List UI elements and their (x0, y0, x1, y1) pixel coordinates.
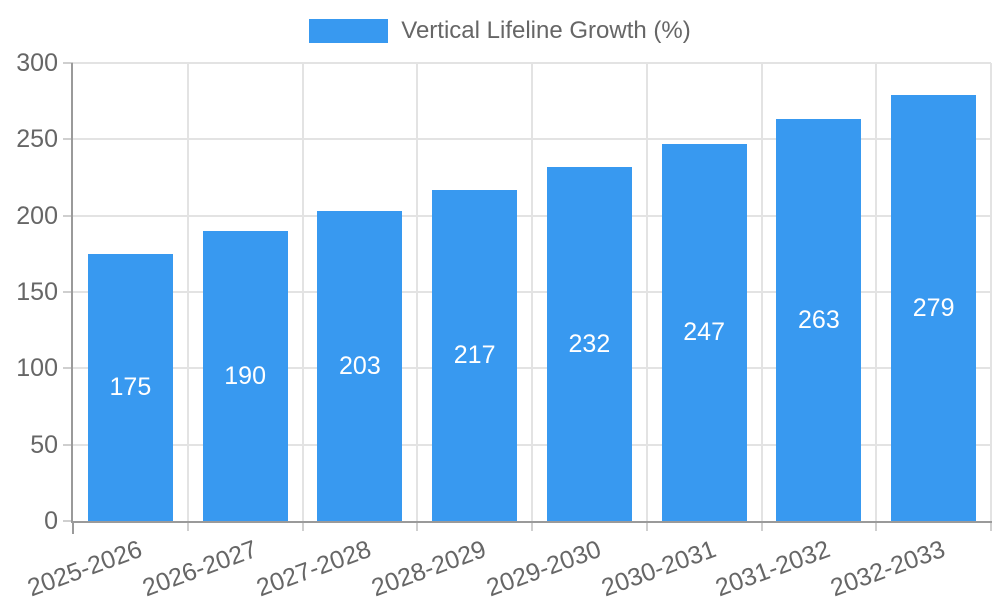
x-tick (531, 521, 533, 531)
x-axis-line (73, 521, 992, 523)
legend-label: Vertical Lifeline Growth (%) (401, 17, 691, 44)
bar-value-label: 217 (453, 341, 496, 370)
bar-value-label: 232 (568, 329, 611, 358)
bar-value-label: 175 (109, 373, 152, 402)
x-axis-label: 2032-2033 (826, 535, 949, 600)
x-tick (990, 521, 992, 531)
x-gridline (301, 63, 304, 521)
x-axis-label: 2025-2026 (23, 535, 146, 600)
y-tick (63, 367, 73, 370)
bar-2027-2028[interactable] (317, 211, 403, 521)
y-axis-label: 300 (16, 49, 58, 77)
bar-2032-2033[interactable] (891, 95, 977, 521)
y-tick (63, 520, 73, 522)
x-gridline (416, 63, 419, 521)
y-axis-label: 250 (16, 125, 58, 154)
x-tick (416, 521, 419, 531)
y-axis-line (71, 63, 73, 523)
bar-value-label: 263 (798, 306, 840, 335)
x-tick (760, 521, 763, 531)
y-axis-label: 150 (16, 278, 58, 306)
y-axis-label: 0 (44, 507, 58, 535)
bar-value-label: 203 (339, 352, 381, 381)
x-gridline (645, 63, 648, 521)
x-tick (186, 521, 189, 531)
bar-2028-2029[interactable] (432, 189, 518, 521)
legend[interactable]: Vertical Lifeline Growth (%) (0, 17, 1000, 44)
x-gridline (990, 63, 992, 521)
x-tick (301, 521, 304, 531)
y-tick (63, 214, 73, 217)
y-tick (63, 443, 73, 446)
x-tick (875, 521, 878, 531)
x-axis-label: 2031-2032 (712, 535, 835, 600)
x-axis-label: 2027-2028 (253, 535, 376, 600)
y-tick (63, 62, 73, 64)
y-tick (63, 138, 73, 141)
bar-value-label: 190 (224, 361, 266, 390)
x-gridline (760, 63, 763, 521)
bar-2031-2032[interactable] (776, 119, 862, 521)
x-axis-label: 2028-2029 (367, 535, 490, 600)
bar-2026-2027[interactable] (202, 230, 288, 521)
bar-2030-2031[interactable] (661, 143, 747, 521)
y-tick (63, 291, 73, 293)
y-axis-label: 200 (16, 201, 58, 230)
x-gridline (186, 63, 189, 521)
x-tick (645, 521, 648, 531)
x-gridline (531, 63, 533, 521)
legend-swatch (309, 19, 389, 43)
x-tick (72, 521, 74, 534)
bar-value-label: 247 (683, 318, 725, 347)
bar-2025-2026[interactable] (87, 253, 173, 521)
x-axis-label: 2026-2027 (138, 535, 261, 600)
x-axis-label: 2030-2031 (597, 535, 720, 600)
bar-value-label: 279 (912, 294, 955, 323)
bar-2029-2030[interactable] (546, 166, 632, 521)
y-axis-label: 100 (16, 354, 58, 383)
x-axis-label: 2029-2030 (482, 535, 605, 600)
y-axis-label: 50 (30, 430, 58, 459)
x-gridline (875, 63, 878, 521)
